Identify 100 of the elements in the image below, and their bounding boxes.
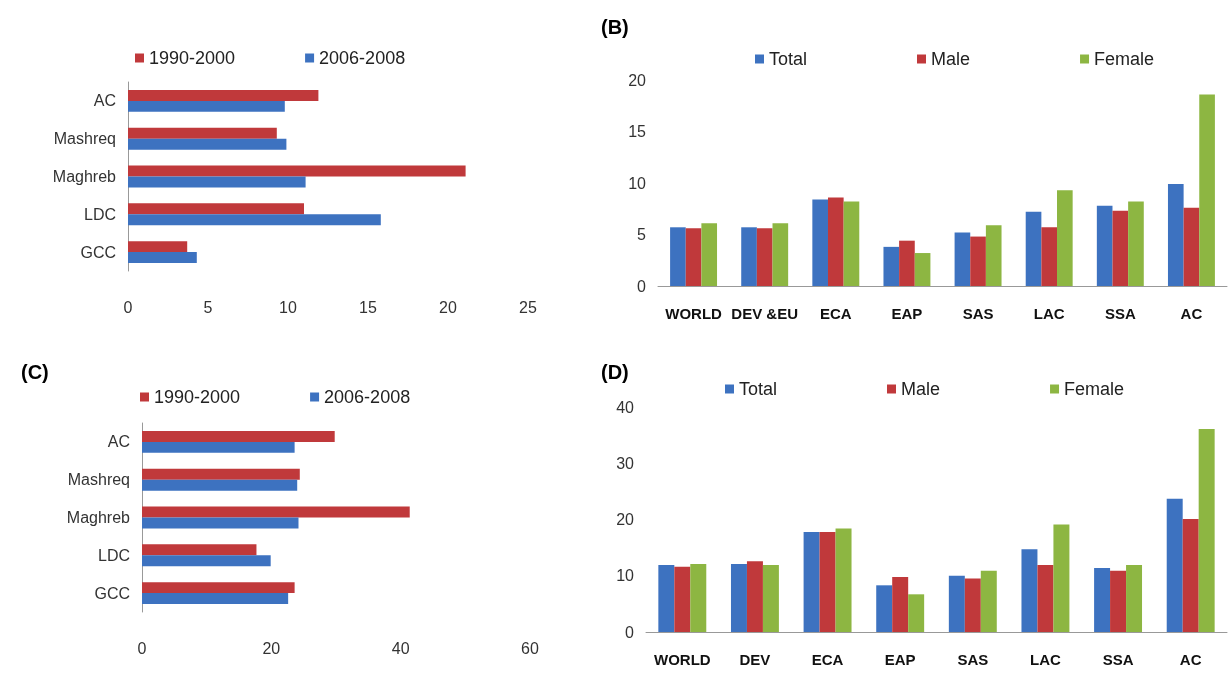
y-tick-label: 20	[628, 71, 647, 89]
x-tick-label: ECA	[819, 305, 852, 322]
bar	[803, 531, 820, 632]
x-tick-label: LAC	[1033, 305, 1065, 322]
bar	[741, 227, 757, 286]
bar	[876, 585, 893, 632]
bar	[128, 165, 466, 177]
legend-label: Total	[739, 379, 778, 399]
bar	[1182, 518, 1199, 632]
x-tick-label: ECA	[811, 651, 844, 668]
bar	[128, 214, 381, 226]
y-tick-label: 0	[637, 277, 647, 295]
legend-label: Female	[1064, 379, 1125, 399]
bar	[756, 228, 773, 286]
bar	[1096, 205, 1113, 286]
bar	[128, 89, 319, 101]
bar	[1126, 565, 1143, 632]
x-tick-label: DEV &EU	[731, 305, 799, 322]
x-tick-label: 10	[279, 298, 297, 316]
bar	[899, 240, 915, 286]
legend-label: Male	[931, 49, 971, 69]
bar	[948, 575, 965, 632]
x-tick-label: AC	[1179, 651, 1202, 668]
bar	[685, 228, 702, 286]
y-tick-label: 15	[628, 123, 647, 140]
bar	[1110, 570, 1127, 632]
bar	[1128, 201, 1144, 286]
x-tick-label: 15	[359, 298, 377, 316]
bar	[883, 246, 900, 286]
y-tick-label: GCC	[94, 584, 130, 602]
bar	[812, 199, 828, 286]
bar	[142, 468, 300, 480]
bar	[827, 197, 844, 286]
bar	[970, 236, 986, 286]
y-tick-label: Mashreq	[53, 130, 116, 148]
y-tick-label: AC	[107, 433, 130, 451]
bar	[128, 138, 287, 150]
bar	[142, 555, 271, 567]
y-tick-label: LDC	[97, 546, 130, 564]
x-tick-label: 20	[439, 298, 457, 316]
legend-label: Total	[769, 49, 808, 69]
bar	[1198, 428, 1215, 632]
x-tick-label: DEV	[739, 651, 771, 668]
bar	[690, 563, 707, 632]
bar	[674, 566, 691, 632]
x-tick-label: 60	[521, 639, 539, 657]
bar	[1167, 184, 1184, 286]
bar	[746, 561, 763, 632]
bar	[835, 528, 852, 632]
x-tick-label: SAS	[962, 305, 994, 322]
bar	[843, 201, 860, 286]
x-tick-label: EAP	[891, 305, 923, 322]
y-tick-label: 5	[637, 226, 647, 243]
x-tick-label: 20	[262, 639, 281, 657]
bar	[1183, 207, 1200, 286]
x-tick-label: 5	[203, 298, 213, 316]
bar	[985, 225, 1002, 286]
bar	[128, 176, 306, 188]
bar	[670, 227, 686, 286]
bar	[1041, 227, 1058, 286]
bar	[128, 203, 304, 215]
y-tick-label: 10	[628, 174, 647, 192]
x-tick-label: WORLD	[665, 305, 723, 322]
x-tick-label: 25	[519, 298, 537, 316]
bar	[730, 563, 747, 632]
x-tick-label: 0	[137, 639, 147, 657]
y-tick-label: 10	[616, 567, 635, 585]
bar	[1025, 211, 1042, 286]
legend-label: 1990-2000	[149, 48, 236, 68]
bar	[142, 517, 299, 529]
bar	[142, 582, 295, 594]
bar	[701, 223, 718, 286]
bar	[128, 241, 188, 253]
bar	[914, 253, 931, 286]
bar	[142, 430, 335, 442]
bar	[1021, 549, 1038, 632]
y-tick-label: AC	[93, 92, 116, 110]
x-tick-label: WORLD	[653, 651, 711, 668]
bar	[1166, 498, 1183, 632]
bar	[762, 565, 779, 632]
bar	[892, 576, 909, 632]
x-tick-label: EAP	[884, 651, 916, 668]
bar	[1053, 524, 1070, 632]
bar	[142, 441, 295, 453]
legend-label: 2006-2008	[319, 48, 406, 68]
bar	[128, 100, 285, 112]
bar	[1094, 567, 1111, 632]
bar	[128, 252, 197, 264]
bar	[1112, 210, 1129, 286]
y-tick-label: Maghreb	[52, 168, 117, 185]
bar	[142, 479, 298, 491]
x-tick-label: LAC	[1030, 651, 1062, 668]
chart-title: (D)	[601, 361, 629, 383]
bar	[128, 127, 277, 139]
bar	[964, 578, 981, 632]
y-tick-label: 20	[616, 511, 635, 528]
legend-label: 2006-2008	[324, 387, 411, 407]
chart-title: (B)	[601, 16, 629, 38]
x-tick-label: SAS	[957, 651, 989, 668]
y-tick-label: Maghreb	[66, 509, 131, 526]
